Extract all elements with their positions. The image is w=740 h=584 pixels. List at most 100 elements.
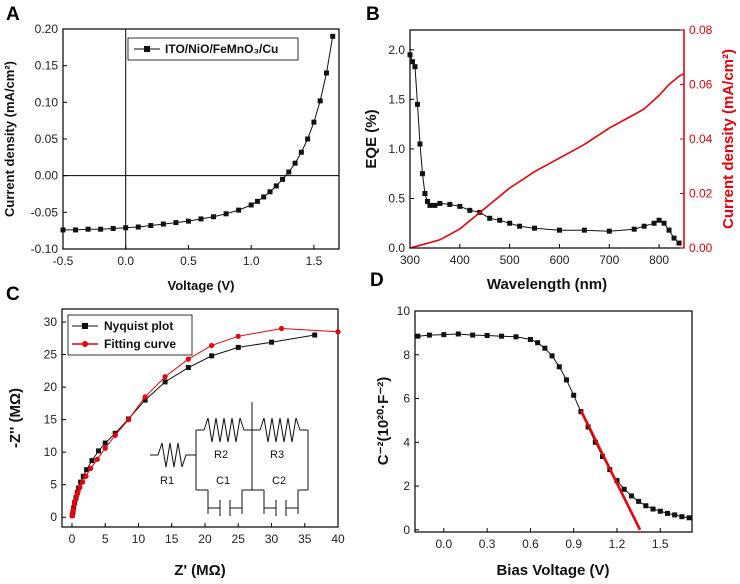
data-point-a [292,160,298,166]
data-point-c [94,456,100,462]
y-tick-label-b: 1.5 [388,92,405,106]
y-right-tick-label-b: 0.04 [689,132,713,146]
data-point-c [235,344,241,350]
y-tick-label-d: 4 [403,435,410,449]
data-point-d [672,512,678,518]
y-tick-label-d: 10 [397,304,411,318]
x-tick-label-a: 0.5 [180,254,197,268]
data-point-b [407,52,413,58]
data-point-a [323,70,329,76]
data-point-c [77,484,83,490]
legend-c: Nyquist plot Fitting curve [67,314,193,356]
data-point-d [470,332,476,338]
data-point-a [148,223,154,229]
data-point-a [286,169,292,175]
data-point-c [80,479,86,485]
legend-marker-c-2 [82,341,88,347]
plot-frame-c [61,308,339,528]
data-point-d [426,332,432,338]
data-point-b [666,227,672,233]
data-point-a [198,216,204,222]
data-point-d [563,377,569,383]
panel-letter-a: A [6,4,20,25]
series-line-c-1 [71,327,339,516]
y-tick-label-b: 0.0 [388,241,405,255]
y-tick-label-c: 25 [44,348,58,362]
series-line-b-0 [409,54,680,244]
plot-frame-b [409,29,685,249]
data-point-a [311,119,317,125]
data-point-a [273,183,279,189]
x-tick-label-d: 1.5 [652,537,669,551]
y-tick-label-d: 0 [403,523,410,537]
data-point-c [335,329,341,335]
data-point-b [467,207,473,213]
data-point-a [123,225,129,231]
circuit-label-c1: C1 [216,475,230,487]
data-point-a [160,221,166,227]
data-point-a [60,227,66,233]
circuit-label-r3: R3 [270,449,284,461]
data-point-c [312,332,318,338]
fit-line-d [579,409,642,531]
data-point-c [71,501,77,507]
data-point-a [236,207,242,213]
data-point-a [261,194,267,200]
x-tick-label-c: 25 [232,532,246,546]
data-point-a [298,149,304,155]
data-point-b [457,203,463,209]
y-tick-label-c: 10 [44,445,58,459]
data-point-a [173,220,179,226]
data-point-a [73,227,79,233]
data-point-b [432,202,438,208]
data-point-a [317,98,323,104]
series-line-d-0 [417,333,690,519]
panel-letter-d: D [370,270,384,291]
y-right-tick-label-b: 0.02 [689,187,713,201]
data-point-d [636,498,642,504]
x-tick-label-c: 15 [165,532,179,546]
y-right-tick-label-b: 0.06 [689,78,713,92]
y-tick-label-b: 0.5 [388,191,405,205]
data-point-b [661,220,667,226]
data-point-b [631,226,637,232]
data-point-c [268,339,274,345]
data-point-a [135,224,141,230]
data-point-b [671,235,677,241]
data-point-c [142,394,148,400]
data-point-d [549,353,555,359]
x-tick-label-b: 400 [450,253,470,267]
x-tick-label-d: 1.2 [609,537,626,551]
data-point-a [330,33,336,39]
data-point-b [437,200,443,206]
data-point-a [110,225,116,231]
data-point-b [497,217,503,223]
x-axis-label-a: Voltage (V) [168,278,235,293]
data-point-d [657,508,663,514]
legend-label-a: ITO/NiO/FeMnO₃/Cu [165,42,278,56]
resistor-r1 [150,442,196,468]
legend-marker-a [144,46,150,52]
data-point-a [223,211,229,217]
y-tick-label-d: 6 [403,392,410,406]
data-point-b [424,198,430,204]
y-tick-label-d: 2 [403,479,410,493]
series-line-a-0 [63,36,334,231]
x-axis-label-c: Z' (MΩ) [174,562,225,579]
y-tick-label-b: 2.0 [388,43,405,57]
x-tick-label-c: 40 [331,532,345,546]
y-tick-label-a: -0.05 [31,205,59,219]
y-tick-label-c: 15 [44,413,58,427]
data-point-c [185,356,191,362]
data-point-d [650,506,656,512]
data-point-c [102,440,108,446]
chart-panel-c: 0 5 10 15 20 25 30 35 40 0 5 10 15 20 25 30 Z' (MΩ) -Z'… [7,308,345,579]
data-point-a [185,218,191,224]
x-tick-label-c: 35 [298,532,312,546]
x-tick-label-a: -0.5 [53,254,74,268]
data-point-c [96,448,102,454]
x-tick-label-c: 20 [198,532,212,546]
data-point-b [606,228,612,234]
data-point-d [499,333,505,339]
y-tick-label-d: 8 [403,348,410,362]
